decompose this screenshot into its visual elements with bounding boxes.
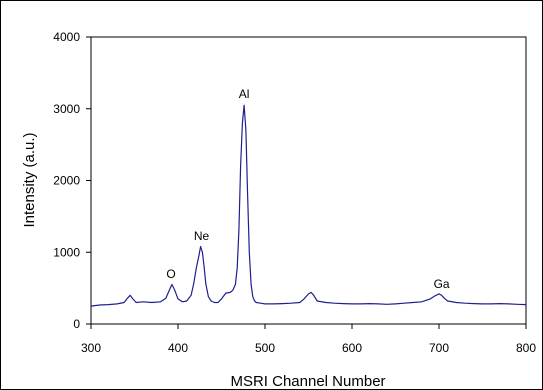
- x-tick-label: 800: [516, 341, 536, 355]
- y-axis-label: Intensity (a.u.): [21, 132, 38, 227]
- x-tick-label: 500: [255, 341, 275, 355]
- y-tick-label: 3000: [53, 102, 80, 116]
- y-tick-label: 1000: [53, 245, 80, 259]
- y-tick-label: 0: [73, 317, 80, 331]
- x-tick-label: 300: [81, 341, 101, 355]
- peak-label: O: [166, 267, 175, 281]
- plot-layer: 0 1000 2000 3000 4000 300 400 500 600 700 800 O Ne Al…: [53, 30, 536, 355]
- x-tick-label: 700: [429, 341, 449, 355]
- x-axis-label: MSRI Channel Number: [230, 373, 385, 390]
- peak-label: Al: [239, 87, 250, 101]
- y-tick-label: 4000: [53, 30, 80, 44]
- x-tick-label: 400: [168, 341, 188, 355]
- peak-label: Ne: [194, 229, 210, 243]
- y-tick-label: 2000: [53, 174, 80, 188]
- spectrum-line: [90, 104, 527, 307]
- x-tick-label: 600: [342, 341, 362, 355]
- peak-label: Ga: [434, 277, 450, 291]
